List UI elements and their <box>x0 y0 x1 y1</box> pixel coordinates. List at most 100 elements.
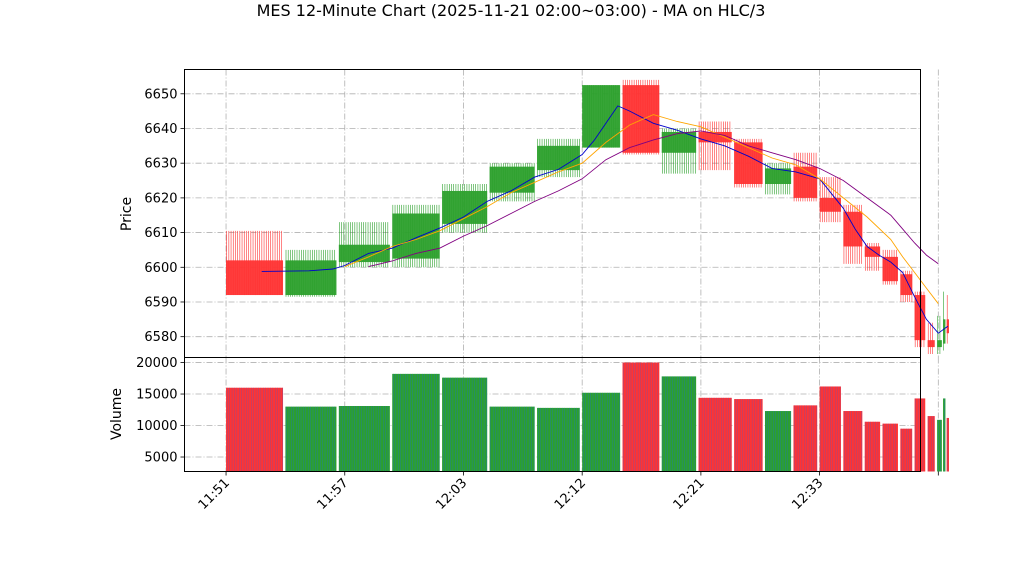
candle-body <box>943 319 946 344</box>
price-y-ticks: 6580 6590 6600 6610 6620 6630 6640 6650 <box>144 87 185 345</box>
volume-bar <box>537 407 580 472</box>
volume-bar-up <box>537 407 580 472</box>
price-axis-label: Price <box>119 197 135 231</box>
volume-tick-label: 5000 <box>144 451 177 466</box>
volume-tick-label: 10000 <box>136 419 177 434</box>
candle-up <box>582 85 621 148</box>
volume-bar-up <box>442 377 488 472</box>
candle-body <box>843 211 863 247</box>
price-panel-frame <box>184 69 921 358</box>
candle-down <box>864 242 881 271</box>
candle-down <box>900 270 913 302</box>
candle-down <box>882 249 898 285</box>
candle-down <box>843 204 863 264</box>
candle-body <box>537 145 580 171</box>
volume-panel-frame <box>184 357 921 472</box>
x-tick-label: 12:12 <box>552 476 589 513</box>
volume-bar-down <box>900 428 913 472</box>
candle-up <box>764 163 792 195</box>
moving-average-line <box>344 114 939 304</box>
price-tick-label: 6640 <box>144 122 177 137</box>
candle-body <box>764 168 792 185</box>
volume-bar-down <box>819 386 841 472</box>
price-tick-label: 6580 <box>144 330 177 345</box>
candle-body <box>819 197 841 212</box>
candle-body <box>937 340 942 348</box>
candle-body <box>285 260 337 296</box>
volume-bar-up <box>661 376 697 472</box>
volume-bar <box>622 362 660 472</box>
volume-tick-label: 20000 <box>136 356 177 371</box>
moving-average-line <box>261 105 949 334</box>
volume-bar <box>864 421 881 472</box>
volume-bar-up <box>764 411 792 472</box>
candle-up <box>392 204 440 268</box>
volume-bar-down <box>927 416 935 472</box>
volume-bar <box>285 406 337 472</box>
candle-body <box>927 340 935 348</box>
volume-y-ticks: 5000 10000 15000 20000 <box>136 356 185 466</box>
candle-body <box>661 131 697 153</box>
volume-bar <box>843 411 863 472</box>
x-ticks: 11:51 11:57 12:03 12:12 12:21 12:33 <box>196 471 939 513</box>
candle-body <box>698 131 732 143</box>
candle-up <box>937 315 942 355</box>
candle-down <box>793 152 818 202</box>
chart-title: MES 12-Minute Chart (2025-11-21 02:00~03… <box>257 1 766 20</box>
volume-bar <box>338 405 390 472</box>
price-grid <box>184 69 939 358</box>
volume-bar-down <box>226 387 284 472</box>
candle-up <box>537 138 580 178</box>
volume-bar <box>914 398 926 472</box>
volume-bar <box>392 373 440 472</box>
volume-bar-down <box>793 405 818 472</box>
volume-bar-down <box>914 398 926 472</box>
volume-bar-up <box>582 392 621 472</box>
volume-bar-down <box>698 397 732 472</box>
candle-body <box>489 166 535 193</box>
candle-body <box>734 142 763 185</box>
candle-up <box>943 291 946 351</box>
volume-bar <box>582 392 621 472</box>
x-tick-label: 11:51 <box>196 476 233 513</box>
candle-body <box>864 246 881 257</box>
price-tick-label: 6620 <box>144 191 177 206</box>
candle-body <box>338 244 390 263</box>
volume-bar <box>882 423 898 472</box>
price-tick-label: 6590 <box>144 295 177 310</box>
volume-bar-down <box>734 399 763 472</box>
volume-bar-down <box>946 417 949 472</box>
candle-down <box>622 79 660 155</box>
volume-bar <box>226 387 284 472</box>
x-tick-label: 12:33 <box>789 476 826 513</box>
candle-body <box>914 295 926 341</box>
volume-bar <box>661 376 697 472</box>
candle-body <box>582 85 621 148</box>
candle-body <box>882 256 898 282</box>
x-tick-label: 12:21 <box>671 476 708 513</box>
candle-up <box>489 163 535 202</box>
volume-bar-up <box>943 398 946 472</box>
candle-down <box>946 295 949 344</box>
volume-bar-down <box>882 423 898 472</box>
candle-body <box>442 190 488 224</box>
volume-bar-up <box>392 373 440 472</box>
candle-body <box>900 274 913 296</box>
volume-bar <box>937 419 942 472</box>
candle-body <box>622 85 660 153</box>
candle-body <box>392 213 440 259</box>
moving-average-line <box>368 130 939 268</box>
price-tick-label: 6600 <box>144 261 177 276</box>
candle-down <box>819 177 841 223</box>
volume-bar-down <box>622 362 660 472</box>
candle-down <box>734 138 763 188</box>
x-tick-label: 12:03 <box>433 476 470 513</box>
volume-bar <box>698 397 732 472</box>
volume-tick-label: 15000 <box>136 388 177 403</box>
volume-bar <box>734 399 763 472</box>
candle-body <box>946 319 949 334</box>
candle-down <box>914 291 926 348</box>
price-bars <box>226 79 949 355</box>
volume-bar-up <box>285 406 337 472</box>
